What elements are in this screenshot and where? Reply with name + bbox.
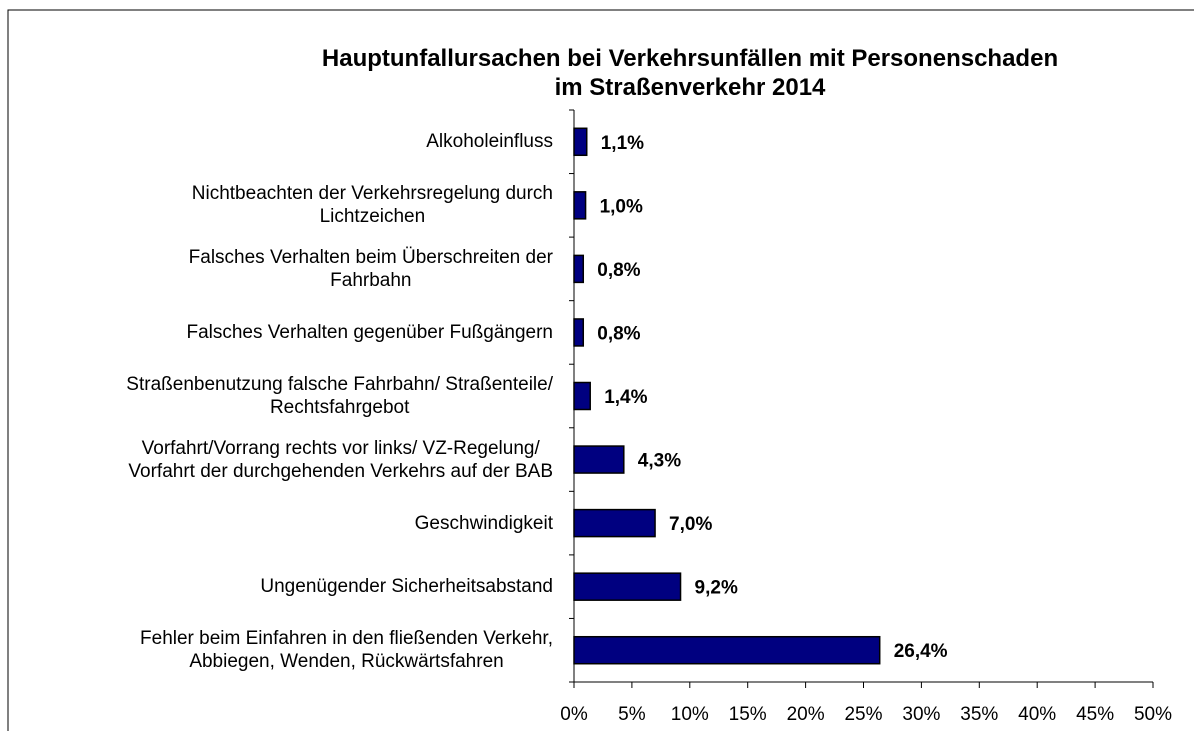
bar [573,508,656,538]
value-label: 7,0% [669,514,712,535]
chart-title: Hauptunfallursachen bei Verkehrsunfällen… [321,45,1059,101]
x-tick-label: 50% [1134,704,1172,725]
category-label: Fehler beim Einfahren in den fließenden … [140,628,553,673]
category-label: Straßenbenutzung falsche Fahrbahn/ Straß… [126,374,553,418]
value-label: 1,1% [601,133,644,154]
value-label: 4,3% [638,451,681,472]
value-label: 1,0% [600,196,643,217]
category-label: Alkoholeinfluss [426,131,553,153]
value-label: 26,4% [894,641,948,662]
x-tick-label: 25% [844,704,882,725]
bar [573,127,588,157]
bar [573,381,591,411]
bar [573,635,881,665]
category-label: Vorfahrt/Vorrang rechts vor links/ VZ-Re… [128,437,553,482]
x-tick-label: 15% [729,704,767,725]
bar [573,318,585,347]
category-label: Geschwindigkeit [414,512,553,534]
x-tick-label: 20% [787,704,825,725]
value-label: 0,8% [597,260,640,281]
chart-border [7,9,1194,731]
bar [573,254,585,284]
x-tick-label: 40% [1018,704,1056,725]
category-label: Falsches Verhalten gegenüber Fußgängern [186,321,553,343]
x-tick-label: 10% [671,704,709,725]
value-label: 9,2% [695,578,738,599]
x-tick-label: 35% [960,704,998,725]
value-label: 0,8% [597,323,640,344]
bar [573,445,625,474]
x-tick-label: 30% [902,704,940,725]
x-tick-label: 45% [1076,704,1114,725]
bar [573,191,587,220]
value-label: 1,4% [604,387,647,408]
category-label: Nichtbeachten der Verkehrsregelung durch… [191,183,553,228]
x-tick-label: 5% [618,704,646,725]
category-label: Ungenügender Sicherheitsabstand [260,576,553,598]
x-tick-label: 0% [560,704,588,725]
category-label: Falsches Verhalten beim Überschreiten de… [188,246,553,291]
bar [573,572,682,601]
